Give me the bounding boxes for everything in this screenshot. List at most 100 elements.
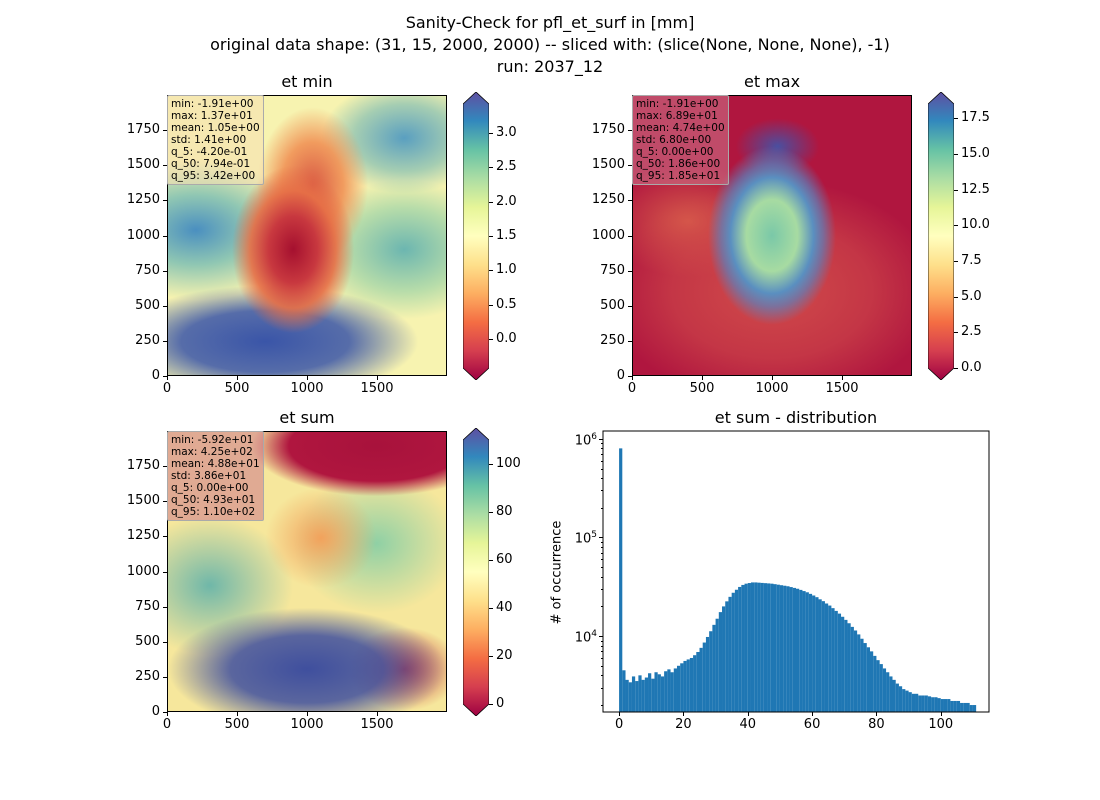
histogram-bar bbox=[824, 603, 829, 712]
histogram-bar bbox=[619, 448, 623, 712]
y-tick-label: 1000 bbox=[591, 227, 625, 243]
tick-mark bbox=[702, 376, 703, 380]
tick-mark bbox=[489, 304, 493, 306]
histogram-bar bbox=[847, 623, 851, 712]
tick-mark bbox=[599, 438, 603, 440]
histogram-bar bbox=[667, 669, 671, 712]
tick-mark bbox=[601, 507, 603, 509]
tick-mark bbox=[954, 332, 958, 334]
tick-mark bbox=[489, 236, 493, 237]
histogram-bar bbox=[641, 679, 645, 712]
histogram-bar bbox=[725, 601, 729, 712]
histogram-bar bbox=[776, 584, 780, 712]
tick-mark bbox=[163, 305, 167, 307]
tick-mark bbox=[163, 376, 167, 377]
tick-mark bbox=[954, 189, 958, 191]
tick-mark bbox=[599, 636, 603, 638]
histogram-bar bbox=[693, 655, 697, 712]
histogram-bar bbox=[876, 660, 880, 712]
histogram-bar bbox=[940, 699, 944, 712]
histogram-bar bbox=[702, 642, 706, 712]
histogram-bar bbox=[680, 663, 684, 712]
tick-mark bbox=[601, 675, 603, 677]
tick-mark bbox=[940, 712, 942, 716]
histogram-bar bbox=[879, 664, 883, 712]
histogram-bar bbox=[731, 592, 735, 712]
y-tick-label: 500 bbox=[135, 633, 160, 649]
histogram-bar bbox=[821, 601, 825, 712]
tick-mark bbox=[163, 641, 167, 643]
tick-mark bbox=[601, 490, 603, 492]
tick-mark bbox=[167, 712, 168, 716]
histogram-bar bbox=[773, 584, 777, 712]
histogram-bar bbox=[722, 606, 726, 712]
hist-y-tick-label: 105 bbox=[574, 530, 597, 547]
colorbar-tick-label: 2.0 bbox=[496, 193, 517, 209]
y-tick-label: 1750 bbox=[126, 458, 160, 474]
histogram-bar bbox=[741, 584, 745, 712]
colorbar-body bbox=[928, 92, 954, 380]
histogram-bar bbox=[815, 597, 819, 712]
histogram-bar bbox=[837, 613, 842, 712]
tick-mark bbox=[601, 443, 603, 445]
tick-mark bbox=[307, 712, 308, 716]
figure-title-line2: original data shape: (31, 15, 2000, 2000… bbox=[210, 35, 890, 54]
histogram-bar bbox=[664, 671, 668, 712]
colorbar-tick-label: 1.5 bbox=[496, 228, 517, 243]
colorbar-tick-label: 80 bbox=[496, 504, 513, 519]
histogram-bar bbox=[934, 697, 938, 712]
y-tick-label: 1500 bbox=[591, 157, 625, 173]
histogram-bar bbox=[886, 672, 890, 712]
tick-mark bbox=[237, 712, 238, 716]
histogram-bar bbox=[654, 672, 658, 712]
histogram-bar bbox=[796, 588, 800, 712]
y-tick-label: 0 bbox=[616, 368, 625, 383]
y-tick-label: 500 bbox=[135, 297, 160, 313]
histogram-bar bbox=[712, 624, 716, 712]
x-tick-label: 1000 bbox=[290, 717, 324, 732]
histogram-bar bbox=[625, 679, 629, 712]
et-sum-map bbox=[167, 431, 447, 712]
tick-mark bbox=[167, 376, 168, 380]
tick-mark bbox=[601, 576, 603, 578]
tick-mark bbox=[163, 340, 167, 342]
et-max-stats: min: -1.91e+00 max: 6.89e+01 mean: 4.74e… bbox=[632, 95, 729, 185]
histogram-bar bbox=[738, 586, 742, 712]
tick-mark bbox=[489, 704, 493, 705]
y-tick-label: 1750 bbox=[126, 122, 160, 138]
tick-mark bbox=[954, 118, 958, 120]
tick-mark bbox=[683, 712, 685, 716]
tick-mark bbox=[163, 712, 167, 713]
et-min-stats: min: -1.91e+00 max: 1.37e+01 mean: 1.05e… bbox=[167, 95, 264, 185]
x-tick-label: 1000 bbox=[290, 381, 324, 396]
histogram-bar bbox=[950, 700, 954, 712]
panel-title-et-min: et min bbox=[281, 72, 333, 91]
histogram-bar bbox=[956, 700, 961, 712]
tick-mark bbox=[954, 260, 958, 262]
hist-x-tick-label: 60 bbox=[803, 717, 821, 732]
hist-ylabel: # of occurrence bbox=[549, 520, 565, 625]
histogram-bar bbox=[808, 593, 813, 712]
histogram-bar bbox=[966, 702, 970, 712]
histogram-bar bbox=[805, 592, 809, 712]
histogram-bar bbox=[699, 647, 703, 712]
tick-mark bbox=[628, 376, 632, 377]
tick-mark bbox=[601, 552, 603, 554]
histogram-bar bbox=[683, 660, 687, 712]
histogram-bar bbox=[786, 586, 790, 712]
tick-mark bbox=[489, 608, 493, 609]
histogram-bar bbox=[676, 665, 681, 712]
histogram-bar bbox=[799, 589, 803, 712]
histogram-bar bbox=[689, 657, 694, 712]
histogram-frame bbox=[602, 430, 990, 713]
hist-x-tick-label: 100 bbox=[928, 717, 954, 732]
histogram-bar bbox=[869, 651, 874, 712]
tick-mark bbox=[772, 376, 773, 380]
y-tick-label: 1000 bbox=[126, 563, 160, 579]
tick-mark bbox=[619, 712, 621, 716]
tick-mark bbox=[601, 589, 603, 591]
tick-mark bbox=[163, 571, 167, 573]
figure-title-line3: run: 2037_12 bbox=[496, 57, 604, 76]
y-tick-label: 1250 bbox=[126, 528, 160, 544]
histogram-bar bbox=[850, 626, 854, 712]
